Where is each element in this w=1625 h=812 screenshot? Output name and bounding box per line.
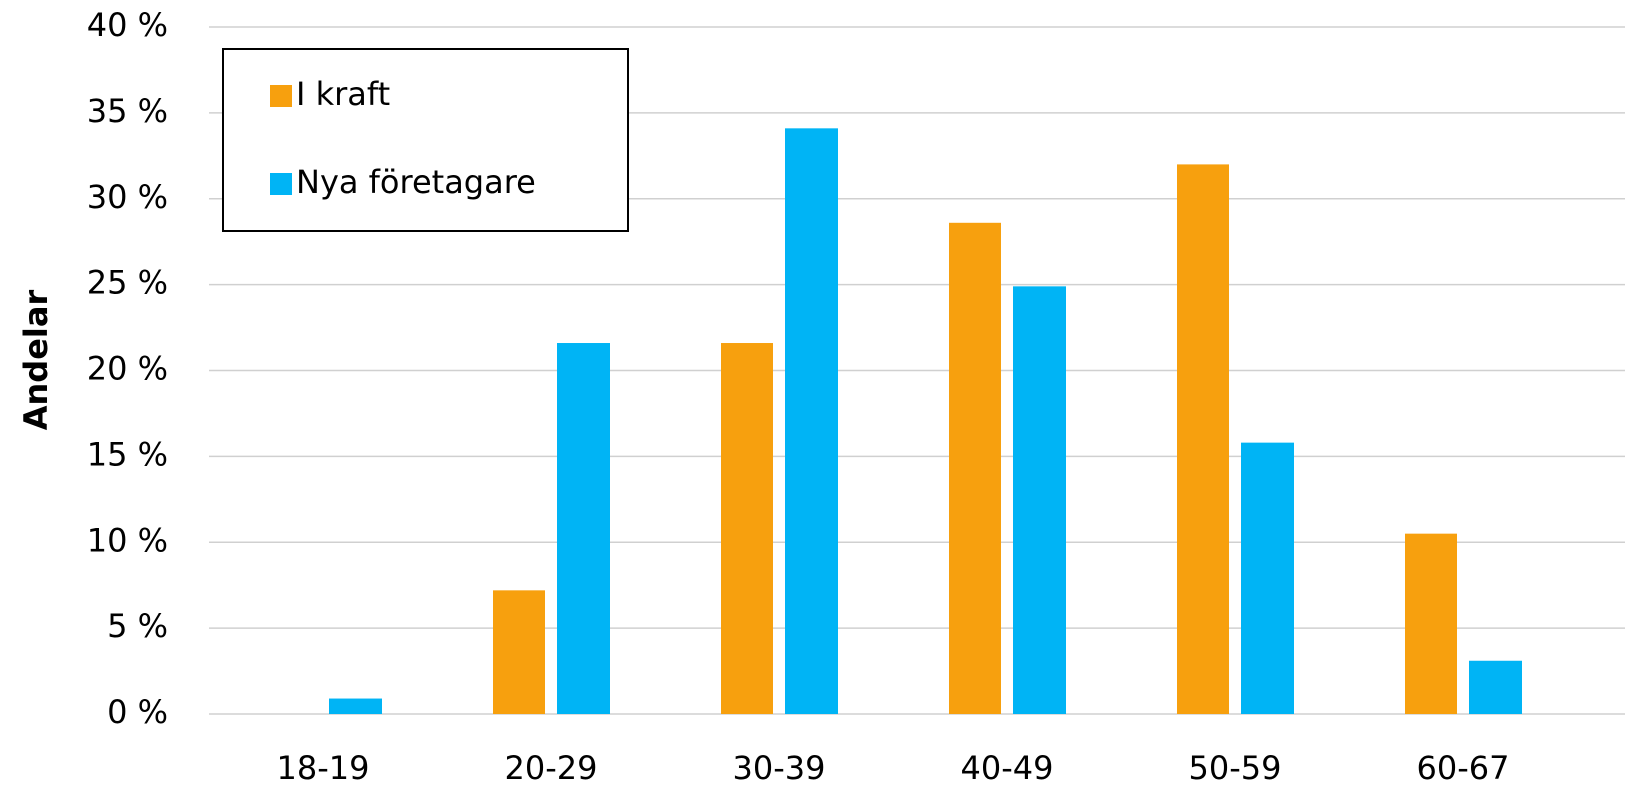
y-tick-label: 15 % — [87, 435, 168, 473]
x-tick-label: 20-29 — [505, 749, 598, 787]
y-tick-label: 5 % — [107, 607, 168, 645]
bar — [557, 343, 610, 714]
legend-label: I kraft — [296, 75, 390, 113]
y-tick-label: 10 % — [87, 521, 168, 559]
bar — [1469, 660, 1522, 714]
y-tick-label: 25 % — [87, 264, 168, 302]
legend-swatch — [270, 85, 292, 107]
x-tick-label: 30-39 — [733, 749, 826, 787]
y-tick-label: 35 % — [87, 92, 168, 130]
x-tick-label: 50-59 — [1189, 749, 1282, 787]
y-tick-label: 30 % — [87, 178, 168, 216]
x-tick-label: 60-67 — [1417, 749, 1510, 787]
y-tick-label: 0 % — [107, 693, 168, 731]
y-tick-label: 20 % — [87, 350, 168, 388]
bar — [1013, 286, 1066, 714]
bar — [1177, 164, 1229, 714]
bar — [329, 698, 382, 714]
bar — [785, 128, 838, 714]
legend-box — [222, 48, 629, 232]
legend-label: Nya företagare — [296, 163, 536, 201]
x-tick-label: 18-19 — [277, 749, 370, 787]
x-tick-label: 40-49 — [961, 749, 1054, 787]
y-tick-label: 40 % — [87, 6, 168, 44]
legend-swatch — [270, 173, 292, 195]
bar — [949, 222, 1001, 715]
bar — [721, 343, 773, 714]
y-axis-label: Andelar — [17, 290, 55, 431]
bar — [493, 590, 545, 714]
bar — [1405, 533, 1457, 714]
bar — [1241, 442, 1294, 714]
